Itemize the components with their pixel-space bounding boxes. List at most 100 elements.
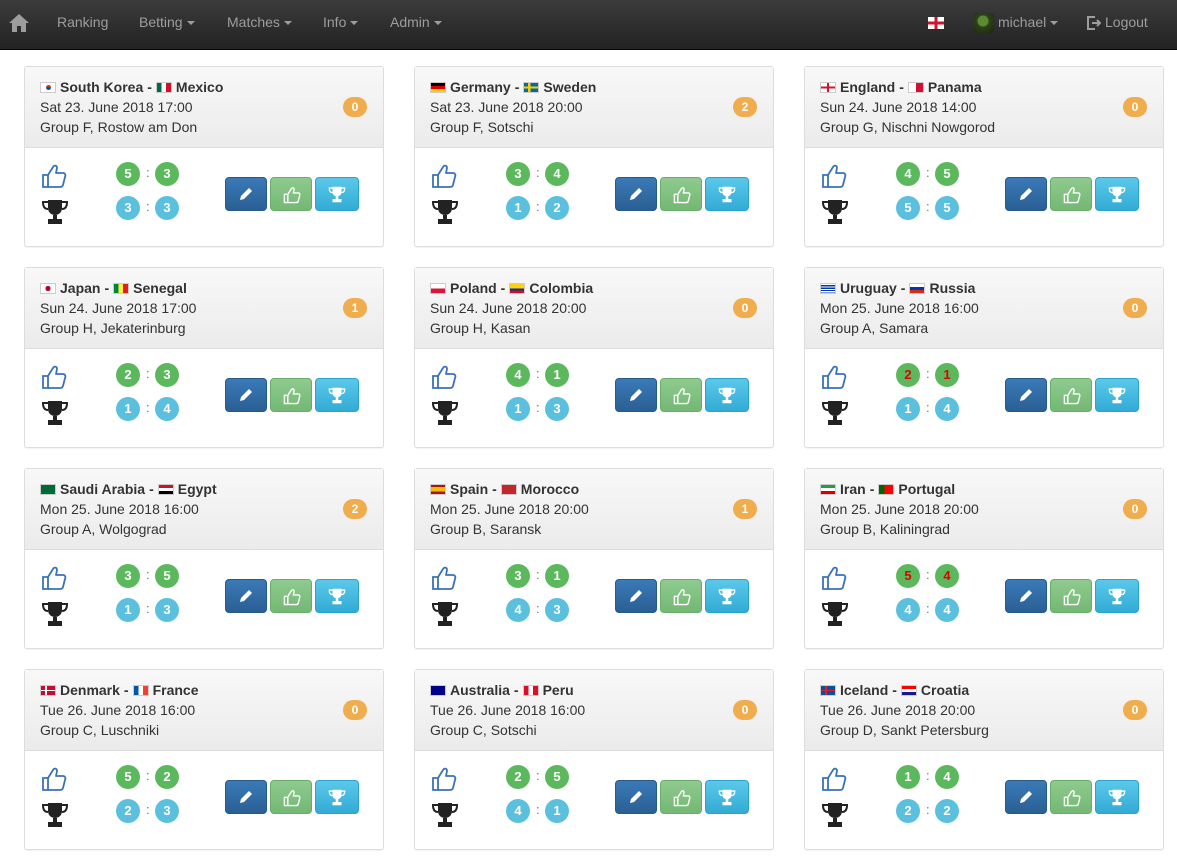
team1-name: Australia — [450, 682, 510, 698]
nav-betting[interactable]: Betting — [139, 0, 195, 50]
edit-bet-button[interactable] — [615, 780, 657, 814]
result-button[interactable] — [315, 579, 359, 613]
tips-button[interactable] — [270, 780, 312, 814]
tips-button[interactable] — [1050, 579, 1092, 613]
logout-link[interactable]: Logout — [1105, 14, 1148, 30]
match-teams: England - Panama — [820, 79, 982, 95]
fr-flag-icon — [132, 684, 149, 696]
match-header: Poland - Colombia Sun 24. June 2018 20:0… — [415, 268, 773, 349]
match-card: Spain - Morocco Mon 25. June 2018 20:00 … — [414, 468, 774, 649]
uy-flag-icon — [820, 282, 836, 294]
result-button[interactable] — [705, 177, 749, 211]
tips-button[interactable] — [1050, 780, 1092, 814]
edit-bet-button[interactable] — [225, 780, 267, 814]
match-header: Iceland - Croatia Tue 26. June 2018 20:0… — [805, 670, 1163, 751]
result-score-team1: 4 — [896, 598, 920, 622]
points-badge: 0 — [343, 700, 367, 720]
tip-score-team1: 3 — [116, 564, 140, 588]
match-body: 4 : 5 5 : 5 — [805, 149, 1163, 246]
result-button[interactable] — [705, 579, 749, 613]
nav-admin[interactable]: Admin — [390, 0, 442, 50]
thumbs-up-icon — [1063, 589, 1081, 606]
nav-matches[interactable]: Matches — [227, 0, 292, 50]
result-button[interactable] — [1095, 579, 1139, 613]
result-score-team1: 1 — [116, 397, 140, 421]
result-button[interactable] — [705, 780, 749, 814]
logout-icon[interactable] — [1087, 16, 1101, 30]
tips-button[interactable] — [270, 378, 312, 412]
team-separator: - — [900, 280, 906, 296]
result-button[interactable] — [315, 378, 359, 412]
pencil-icon — [240, 188, 252, 200]
trophy-icon — [431, 200, 459, 224]
tip-score-team1: 2 — [116, 363, 140, 387]
tips-button[interactable] — [660, 177, 702, 211]
match-card: England - Panama Sun 24. June 2018 14:00… — [804, 66, 1164, 247]
team2-name: Sweden — [543, 79, 597, 95]
result-button[interactable] — [315, 177, 359, 211]
nav-info[interactable]: Info — [323, 0, 359, 50]
home-icon[interactable] — [8, 12, 30, 34]
edit-bet-button[interactable] — [615, 378, 657, 412]
tip-score-team2: 1 — [935, 363, 959, 387]
result-button[interactable] — [705, 378, 749, 412]
team1-name: Saudi Arabia — [60, 481, 146, 497]
score-separator: : — [926, 601, 930, 616]
language-flag-england-icon[interactable] — [928, 17, 944, 29]
match-datetime: Sun 24. June 2018 20:00 — [430, 300, 587, 316]
match-teams: Germany - Sweden — [430, 79, 596, 95]
tips-button[interactable] — [660, 579, 702, 613]
trophy-icon — [41, 200, 69, 224]
score-separator: : — [926, 768, 930, 783]
tips-button[interactable] — [1050, 378, 1092, 412]
match-body: 4 : 1 1 : 3 — [415, 350, 773, 447]
avatar[interactable] — [974, 13, 994, 33]
user-menu[interactable]: michael — [998, 0, 1059, 50]
tips-button[interactable] — [660, 780, 702, 814]
edit-bet-button[interactable] — [225, 579, 267, 613]
match-header: South Korea - Mexico Sat 23. June 2018 1… — [25, 67, 383, 148]
result-button[interactable] — [1095, 177, 1139, 211]
thumbs-up-icon — [432, 767, 457, 791]
score-separator: : — [536, 768, 540, 783]
edit-bet-button[interactable] — [1005, 579, 1047, 613]
team2-name: Morocco — [520, 481, 580, 497]
tips-button[interactable] — [660, 378, 702, 412]
score-separator: : — [926, 400, 930, 415]
result-score-team2: 2 — [935, 799, 959, 823]
thumbs-up-icon — [822, 164, 847, 188]
tip-score-team2: 1 — [545, 564, 569, 588]
tip-score-team2: 3 — [155, 162, 179, 186]
team1-name: Japan — [60, 280, 101, 296]
trophy-icon — [41, 602, 69, 626]
pencil-icon — [630, 590, 642, 602]
team-separator: - — [492, 481, 497, 497]
navbar: Ranking Betting Matches Info Admin micha… — [0, 0, 1177, 50]
tips-button[interactable] — [1050, 177, 1092, 211]
match-datetime: Mon 25. June 2018 16:00 — [820, 300, 979, 316]
match-datetime: Tue 26. June 2018 16:00 — [430, 702, 586, 718]
edit-bet-button[interactable] — [615, 177, 657, 211]
tip-score-team2: 1 — [545, 363, 569, 387]
edit-bet-button[interactable] — [225, 177, 267, 211]
edit-bet-button[interactable] — [1005, 378, 1047, 412]
edit-bet-button[interactable] — [1005, 780, 1047, 814]
result-button[interactable] — [1095, 780, 1139, 814]
edit-bet-button[interactable] — [225, 378, 267, 412]
pencil-icon — [630, 389, 642, 401]
nav-ranking[interactable]: Ranking — [57, 14, 109, 30]
match-datetime: Sat 23. June 2018 20:00 — [430, 99, 583, 115]
eg-flag-icon — [157, 483, 174, 495]
team1-name: Poland — [450, 280, 497, 296]
match-card: Uruguay - Russia Mon 25. June 2018 16:00… — [804, 267, 1164, 448]
edit-bet-button[interactable] — [615, 579, 657, 613]
match-body: 3 : 1 4 : 3 — [415, 551, 773, 648]
score-separator: : — [926, 567, 930, 582]
pencil-icon — [1020, 590, 1032, 602]
result-button[interactable] — [315, 780, 359, 814]
tips-button[interactable] — [270, 579, 312, 613]
edit-bet-button[interactable] — [1005, 177, 1047, 211]
result-score-team1: 2 — [116, 799, 140, 823]
tips-button[interactable] — [270, 177, 312, 211]
result-button[interactable] — [1095, 378, 1139, 412]
